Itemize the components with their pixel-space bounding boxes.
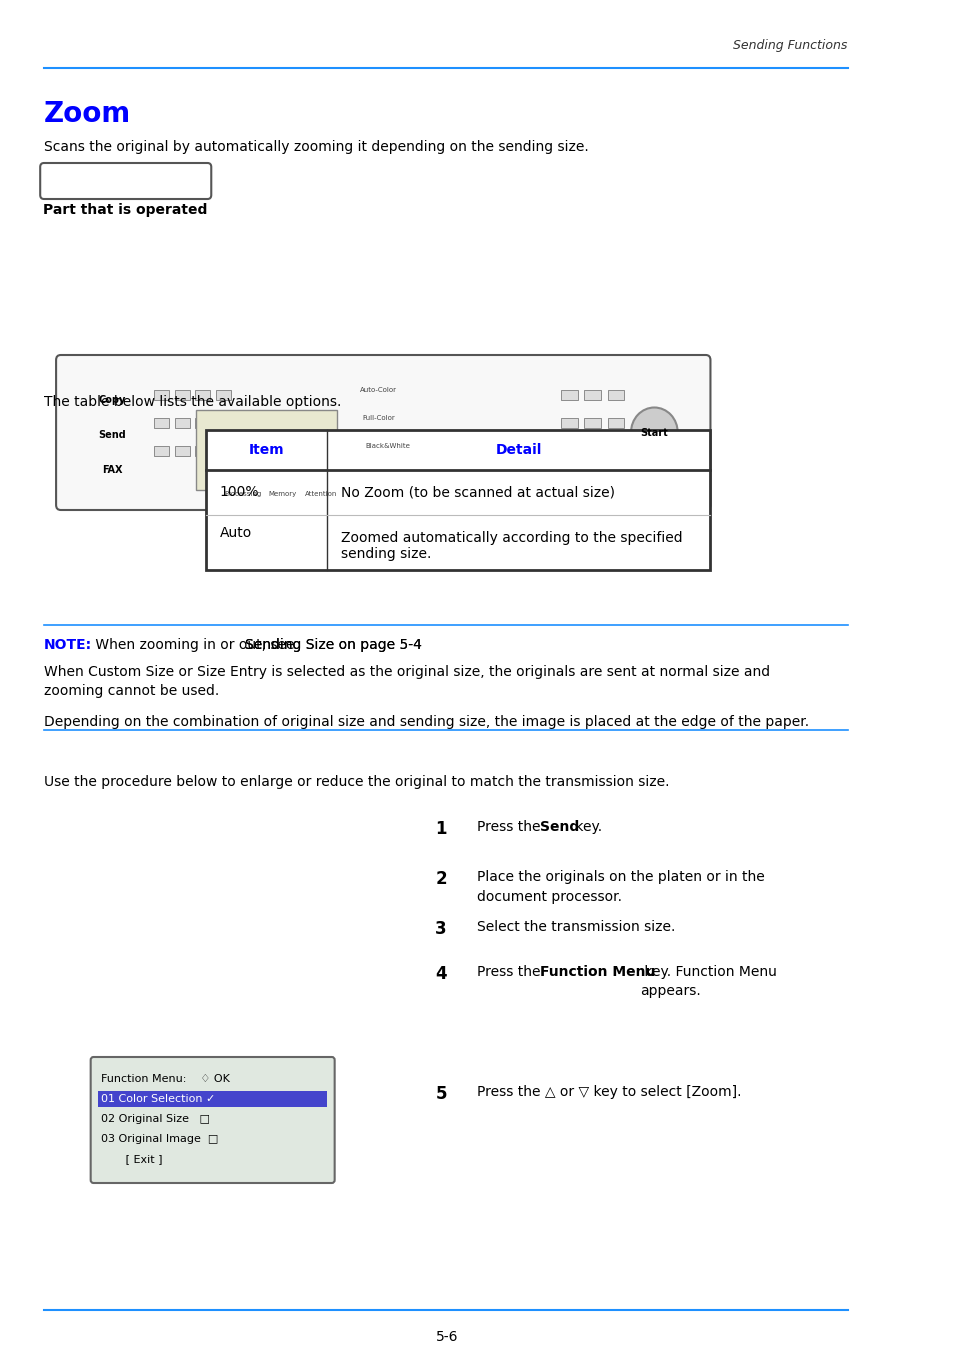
Text: 1: 1 [435, 819, 446, 838]
Text: Function Menu:    ♢ OK: Function Menu: ♢ OK [101, 1075, 230, 1084]
Bar [215, 446, 231, 456]
Text: Function Menu: Function Menu [539, 965, 655, 979]
Bar [98, 1091, 327, 1107]
Bar [607, 446, 624, 456]
Text: Auto: Auto [219, 526, 252, 540]
Text: key. Function Menu
appears.: key. Function Menu appears. [639, 965, 777, 999]
Text: Send: Send [539, 819, 579, 834]
Text: No Zoom (to be scanned at actual size): No Zoom (to be scanned at actual size) [341, 486, 615, 500]
Text: 4: 4 [435, 965, 446, 983]
Bar [174, 418, 190, 428]
Bar [174, 390, 190, 400]
Text: Item: Item [249, 443, 284, 458]
Text: The table below lists the available options.: The table below lists the available opti… [44, 396, 341, 409]
Text: Copy: Copy [98, 396, 126, 405]
Bar [560, 418, 578, 428]
Text: Depending on the combination of original size and sending size, the image is pla: Depending on the combination of original… [44, 716, 808, 729]
Text: Send: Send [98, 431, 126, 440]
Text: 3: 3 [435, 919, 446, 938]
Text: 03 Original Image  □: 03 Original Image □ [101, 1134, 218, 1143]
Text: When Custom Size or Size Entry is selected as the original size, the originals a: When Custom Size or Size Entry is select… [44, 666, 769, 698]
Bar [607, 418, 624, 428]
Text: Zoom: Zoom [44, 100, 132, 128]
Text: Press the: Press the [476, 965, 544, 979]
Bar [583, 390, 600, 400]
Text: Full-Color: Full-Color [362, 414, 395, 421]
Bar [206, 431, 710, 570]
FancyBboxPatch shape [91, 1057, 335, 1183]
Text: Zoomed automatically according to the specified
sending size.: Zoomed automatically according to the sp… [341, 531, 682, 562]
Text: FAX: FAX [102, 464, 122, 475]
Bar [607, 390, 624, 400]
Text: Place the originals on the platen or in the
document processor.: Place the originals on the platen or in … [476, 869, 763, 903]
FancyBboxPatch shape [40, 163, 211, 198]
Circle shape [630, 408, 677, 458]
Text: Start: Start [639, 428, 667, 437]
Bar [154, 446, 169, 456]
Text: Black&White: Black&White [365, 443, 410, 450]
Text: Part that is operated: Part that is operated [43, 202, 207, 217]
Text: 01 Color Selection ✓: 01 Color Selection ✓ [101, 1094, 215, 1104]
Text: Sending Functions: Sending Functions [733, 39, 847, 53]
Text: NOTE:: NOTE: [44, 639, 91, 652]
Text: [ Exit ]: [ Exit ] [101, 1154, 162, 1164]
Bar [196, 410, 336, 490]
Bar [154, 418, 169, 428]
Text: Press the: Press the [476, 819, 544, 834]
Bar [560, 446, 578, 456]
Text: Processing: Processing [224, 491, 261, 497]
Text: When zooming in or out, see: When zooming in or out, see [91, 639, 298, 652]
Text: Use the procedure below to enlarge or reduce the original to match the transmiss: Use the procedure below to enlarge or re… [44, 775, 669, 788]
Text: 2: 2 [435, 869, 446, 888]
Text: 5-6: 5-6 [436, 1330, 457, 1345]
Text: Press the △ or ▽ key to select [Zoom].: Press the △ or ▽ key to select [Zoom]. [476, 1085, 740, 1099]
Text: Scans the original by automatically zooming it depending on the sending size.: Scans the original by automatically zoom… [44, 140, 588, 154]
Bar [583, 446, 600, 456]
Bar [560, 390, 578, 400]
Text: Memory: Memory [268, 491, 296, 497]
Text: Select the transmission size.: Select the transmission size. [476, 919, 675, 934]
Bar [215, 390, 231, 400]
Text: Sending Size on page 5-4: Sending Size on page 5-4 [245, 639, 421, 652]
Text: Sending Size on page 5-4: Sending Size on page 5-4 [245, 639, 421, 652]
Text: Auto-Color: Auto-Color [359, 387, 396, 393]
Bar [195, 418, 210, 428]
Text: 02 Original Size   □: 02 Original Size □ [101, 1114, 210, 1125]
Text: 100%: 100% [219, 486, 259, 500]
Text: 5: 5 [435, 1085, 446, 1103]
Bar [195, 390, 210, 400]
Bar [174, 446, 190, 456]
Bar [195, 446, 210, 456]
Text: Detail: Detail [496, 443, 541, 458]
Bar [583, 418, 600, 428]
Bar [215, 418, 231, 428]
Bar [154, 390, 169, 400]
Text: key.: key. [571, 819, 601, 834]
FancyBboxPatch shape [56, 355, 710, 510]
Text: Attention: Attention [305, 491, 337, 497]
